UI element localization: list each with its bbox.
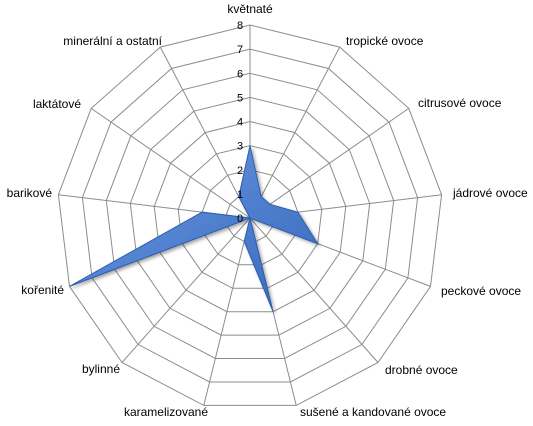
tick-label-2: 2 [237,165,243,177]
spoke-7 [203,217,251,406]
category-label-11: laktátové [33,97,81,111]
tick-label-1: 1 [237,189,243,201]
category-label-12: minerální a ostatní [63,34,162,48]
category-label-6: sušené a kandované ovoce [300,405,446,419]
grid-ring-6 [105,72,395,359]
spoke-11 [90,107,251,219]
category-label-1: tropické ovoce [346,34,424,48]
spoke-5 [249,217,379,363]
grid-ring-3 [177,145,323,289]
radar-series [69,145,319,312]
category-label-2: citrusové ovoce [418,96,502,110]
tick-label-6: 6 [237,68,243,80]
grid-ring-7 [81,48,419,383]
category-label-7: karamelizované [124,405,208,419]
series-area [69,145,319,312]
radial-tick-labels: 0 1 2 3 4 5 6 7 8 [237,20,243,225]
spoke-12 [159,46,251,219]
grid-ring-8 [57,24,443,406]
spoke-8 [121,217,251,363]
tick-label-5: 5 [237,92,243,104]
grid-ring-5 [129,96,371,336]
grid-ring-4 [153,120,347,313]
spoke-2 [249,107,410,219]
category-label-4: peckové ovoce [441,284,521,298]
category-label-8: bylinné [82,362,120,376]
spoke-1 [249,46,341,219]
tick-label-3: 3 [237,141,243,153]
tick-label-0: 0 [237,213,243,225]
category-label-5: drobné ovoce [385,363,458,377]
category-label-0: květnaté [227,2,273,16]
category-label-10: barikové [7,186,53,200]
tick-label-7: 7 [237,44,243,56]
tick-label-8: 8 [237,20,243,32]
grid-ring-2 [201,169,299,266]
category-labels: květnaté tropické ovoce citrusové ovoce jád… [7,2,528,419]
category-label-3: jádrové ovoce [452,186,528,200]
radar-grid [57,24,443,406]
tick-label-4: 4 [237,117,243,129]
category-label-9: kořenité [21,283,64,297]
